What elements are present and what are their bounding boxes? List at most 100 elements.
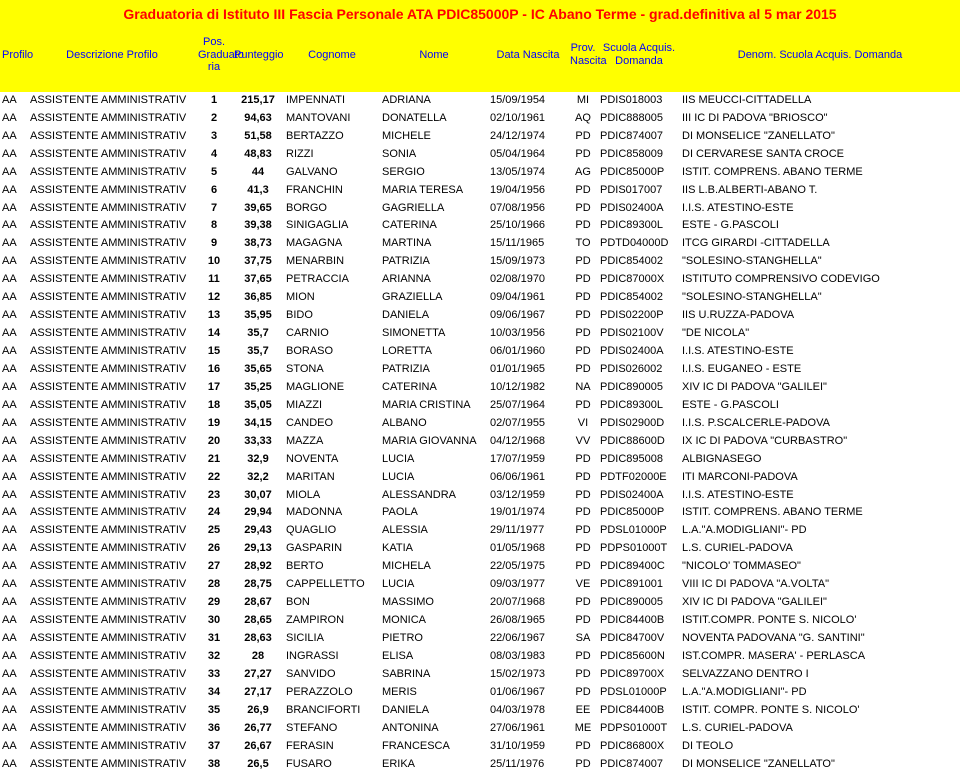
table-cell: PD [568, 756, 598, 774]
table-cell: PDTF02000E [598, 469, 680, 487]
table-cell: 22/06/1967 [488, 630, 568, 648]
table-cell: BIDO [284, 307, 380, 325]
table-cell: MARTINA [380, 235, 488, 253]
table-row: AAASSISTENTE AMMINISTRATIV1635,65STONAPA… [0, 361, 960, 379]
table-cell: 29/11/1977 [488, 522, 568, 540]
table-cell: 31/10/1959 [488, 738, 568, 756]
col-header-graduatoria: Pos. Graduato ria [196, 36, 232, 74]
table-cell: FRANCESCA [380, 738, 488, 756]
table-row: AAASSISTENTE AMMINISTRATIV1435,7CARNIOSI… [0, 325, 960, 343]
table-cell: 28,67 [232, 594, 284, 612]
table-cell: PATRIZIA [380, 253, 488, 271]
col-header-nome: Nome [380, 49, 488, 62]
table-row: AAASSISTENTE AMMINISTRATIV1137,65PETRACC… [0, 271, 960, 289]
table-cell: 30,07 [232, 487, 284, 505]
table-cell: PD [568, 307, 598, 325]
table-cell: AA [0, 576, 28, 594]
table-cell: ASSISTENTE AMMINISTRATIV [28, 182, 196, 200]
table-cell: SIMONETTA [380, 325, 488, 343]
table-cell: GAGRIELLA [380, 200, 488, 218]
table-row: AAASSISTENTE AMMINISTRATIV544GALVANOSERG… [0, 164, 960, 182]
table-cell: ASSISTENTE AMMINISTRATIV [28, 433, 196, 451]
table-cell: I.I.S. ATESTINO-ESTE [680, 200, 960, 218]
table-cell: 22 [196, 469, 232, 487]
table-cell: ALESSANDRA [380, 487, 488, 505]
table-cell: 08/03/1983 [488, 648, 568, 666]
table-row: AAASSISTENTE AMMINISTRATIV2629,13GASPARI… [0, 540, 960, 558]
table-cell: 51,58 [232, 128, 284, 146]
table-cell: AA [0, 164, 28, 182]
table-row: AAASSISTENTE AMMINISTRATIV2828,75CAPPELL… [0, 576, 960, 594]
table-cell: ASSISTENTE AMMINISTRATIV [28, 289, 196, 307]
table-cell: PD [568, 128, 598, 146]
col-header-descrizione: Descrizione Profilo [28, 49, 196, 62]
table-cell: ISTIT. COMPR. PONTE S. NICOLO' [680, 702, 960, 720]
page-header: Graduatoria di Istituto III Fascia Perso… [0, 0, 960, 92]
table-cell: IIS MEUCCI-CITTADELLA [680, 92, 960, 110]
table-cell: 15/02/1973 [488, 666, 568, 684]
table-cell: ASSISTENTE AMMINISTRATIV [28, 684, 196, 702]
table-cell: 19/04/1956 [488, 182, 568, 200]
table-cell: DONATELLA [380, 110, 488, 128]
table-cell: PIETRO [380, 630, 488, 648]
table-cell: PDIC895008 [598, 451, 680, 469]
table-cell: ASSISTENTE AMMINISTRATIV [28, 540, 196, 558]
table-cell: PD [568, 182, 598, 200]
table-cell: 4 [196, 146, 232, 164]
table-cell: PDIC854002 [598, 289, 680, 307]
table-cell: ASSISTENTE AMMINISTRATIV [28, 738, 196, 756]
table-cell: 10/03/1956 [488, 325, 568, 343]
table-cell: PDIC84400B [598, 702, 680, 720]
table-row: AAASSISTENTE AMMINISTRATIV3427,17PERAZZO… [0, 684, 960, 702]
table-cell: ASSISTENTE AMMINISTRATIV [28, 110, 196, 128]
table-cell: PDPS01000T [598, 720, 680, 738]
table-cell: IX IC DI PADOVA "CURBASTRO" [680, 433, 960, 451]
table-cell: 02/10/1961 [488, 110, 568, 128]
table-cell: AA [0, 253, 28, 271]
table-row: AAASSISTENTE AMMINISTRATIV1335,95BIDODAN… [0, 307, 960, 325]
table-cell: 1 [196, 92, 232, 110]
table-row: AAASSISTENTE AMMINISTRATIV3826,5FUSAROER… [0, 756, 960, 774]
table-cell: ASSISTENTE AMMINISTRATIV [28, 271, 196, 289]
table-cell: SICILIA [284, 630, 380, 648]
table-cell: MICHELA [380, 558, 488, 576]
table-cell: ASSISTENTE AMMINISTRATIV [28, 415, 196, 433]
table-cell: AA [0, 128, 28, 146]
table-row: AAASSISTENTE AMMINISTRATIV739,65BORGOGAG… [0, 200, 960, 218]
table-cell: PD [568, 200, 598, 218]
table-cell: PD [568, 253, 598, 271]
table-row: AAASSISTENTE AMMINISTRATIV1934,15CANDEOA… [0, 415, 960, 433]
table-cell: 26,77 [232, 720, 284, 738]
table-cell: ISTIT. COMPRENS. ABANO TERME [680, 504, 960, 522]
table-cell: CANDEO [284, 415, 380, 433]
table-cell: PDIS02100V [598, 325, 680, 343]
table-cell: PD [568, 325, 598, 343]
table-cell: MAGAGNA [284, 235, 380, 253]
table-cell: PD [568, 146, 598, 164]
table-cell: AA [0, 720, 28, 738]
table-cell: FRANCHIN [284, 182, 380, 200]
table-cell: AA [0, 738, 28, 756]
table-cell: "SOLESINO-STANGHELLA" [680, 253, 960, 271]
table-cell: ME [568, 720, 598, 738]
table-cell: 26 [196, 540, 232, 558]
table-cell: PDIC87000X [598, 271, 680, 289]
table-cell: PDIS018003 [598, 92, 680, 110]
table-cell: 28,65 [232, 612, 284, 630]
table-row: AAASSISTENTE AMMINISTRATIV3526,9BRANCIFO… [0, 702, 960, 720]
table-cell: AA [0, 684, 28, 702]
page-title: Graduatoria di Istituto III Fascia Perso… [0, 0, 960, 32]
table-cell: 21 [196, 451, 232, 469]
table-cell: PDIC854002 [598, 253, 680, 271]
table-cell: 17 [196, 379, 232, 397]
table-cell: VIII IC DI PADOVA "A.VOLTA" [680, 576, 960, 594]
table-cell: ASSISTENTE AMMINISTRATIV [28, 576, 196, 594]
table-cell: PDIC874007 [598, 128, 680, 146]
table-cell: PDIC84700V [598, 630, 680, 648]
table-cell: AA [0, 307, 28, 325]
table-cell: 19 [196, 415, 232, 433]
table-cell: 15/11/1965 [488, 235, 568, 253]
table-cell: TO [568, 235, 598, 253]
table-cell: AA [0, 200, 28, 218]
table-cell: 04/03/1978 [488, 702, 568, 720]
